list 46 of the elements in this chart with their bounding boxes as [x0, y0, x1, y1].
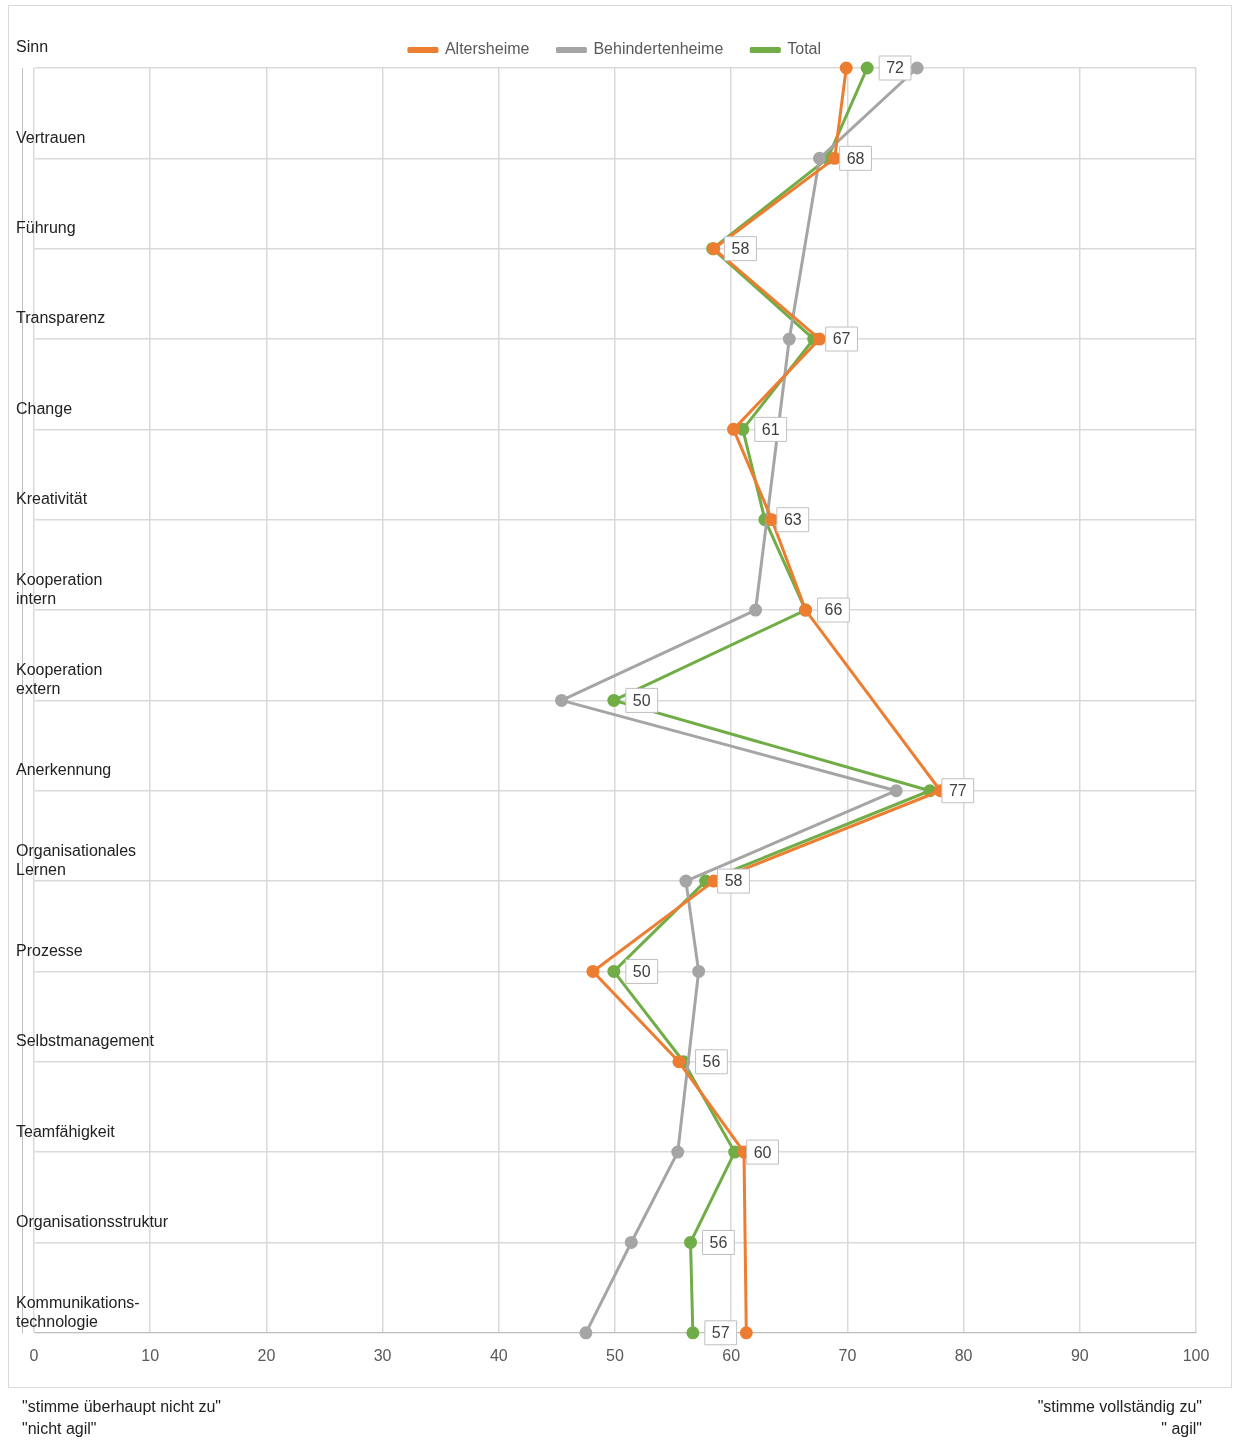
data-label: 50 [632, 691, 651, 709]
y-tick-label: Selbstmanagement [16, 1032, 155, 1050]
data-label: 67 [832, 330, 851, 348]
data-label: 58 [724, 872, 743, 890]
data-label: 68 [846, 149, 865, 167]
text: "stimme überhaupt nicht zu" "nicht agil" [22, 1397, 222, 1439]
y-tick-label: Führung [16, 219, 76, 237]
data-label: 60 [753, 1143, 772, 1161]
x-tick-label: 30 [373, 1346, 392, 1364]
data-label: 63 [783, 511, 802, 529]
x-tick-label: 100 [1182, 1346, 1210, 1364]
x-tick-label: 20 [257, 1346, 276, 1364]
legend-label: Behindertenheime [593, 40, 724, 58]
y-tick-label: Kooperation extern [16, 661, 103, 698]
data-label: 72 [886, 59, 905, 77]
y-tick-label: Sinn [16, 38, 49, 56]
x-tick-label: 90 [1070, 1346, 1089, 1364]
legend-label: Total [787, 40, 822, 58]
y-tick-label: Organisationales Lernen [16, 841, 137, 879]
data-label: 50 [632, 962, 651, 980]
data-label: 57 [711, 1324, 730, 1342]
legend-label: Altersheime [444, 40, 530, 58]
y-tick-label: Kreativität [16, 490, 88, 508]
text: "stimme vollständig zu" " agil" [1037, 1397, 1202, 1439]
x-tick-label: 40 [489, 1346, 508, 1364]
data-label: 56 [709, 1233, 728, 1251]
y-tick-label: Vertrauen [16, 128, 86, 146]
y-tick-label: Kommunikations- technologie [16, 1293, 140, 1330]
data-label: 56 [702, 1053, 721, 1071]
x-tick-label: 50 [606, 1346, 624, 1364]
x-tick-label: 0 [29, 1346, 39, 1364]
y-tick-label: Kooperation intern [16, 570, 103, 608]
x-tick-label: 70 [838, 1346, 857, 1364]
y-tick-label: Prozesse [16, 941, 83, 959]
data-label: 77 [948, 782, 967, 800]
data-label: 61 [761, 420, 780, 438]
data-label: 58 [731, 240, 750, 258]
x-tick-label: 80 [954, 1346, 973, 1364]
y-tick-label: Anerkennung [16, 761, 112, 779]
y-tick-label: Organisationsstruktur [16, 1212, 169, 1230]
data-label: 66 [824, 601, 843, 619]
y-tick-label: Teamfähigkeit [16, 1122, 116, 1140]
y-tick-label: Change [16, 399, 73, 417]
x-tick-label: 60 [722, 1346, 741, 1364]
y-tick-label: Transparenz [16, 309, 106, 327]
x-tick-label: 10 [141, 1346, 160, 1364]
